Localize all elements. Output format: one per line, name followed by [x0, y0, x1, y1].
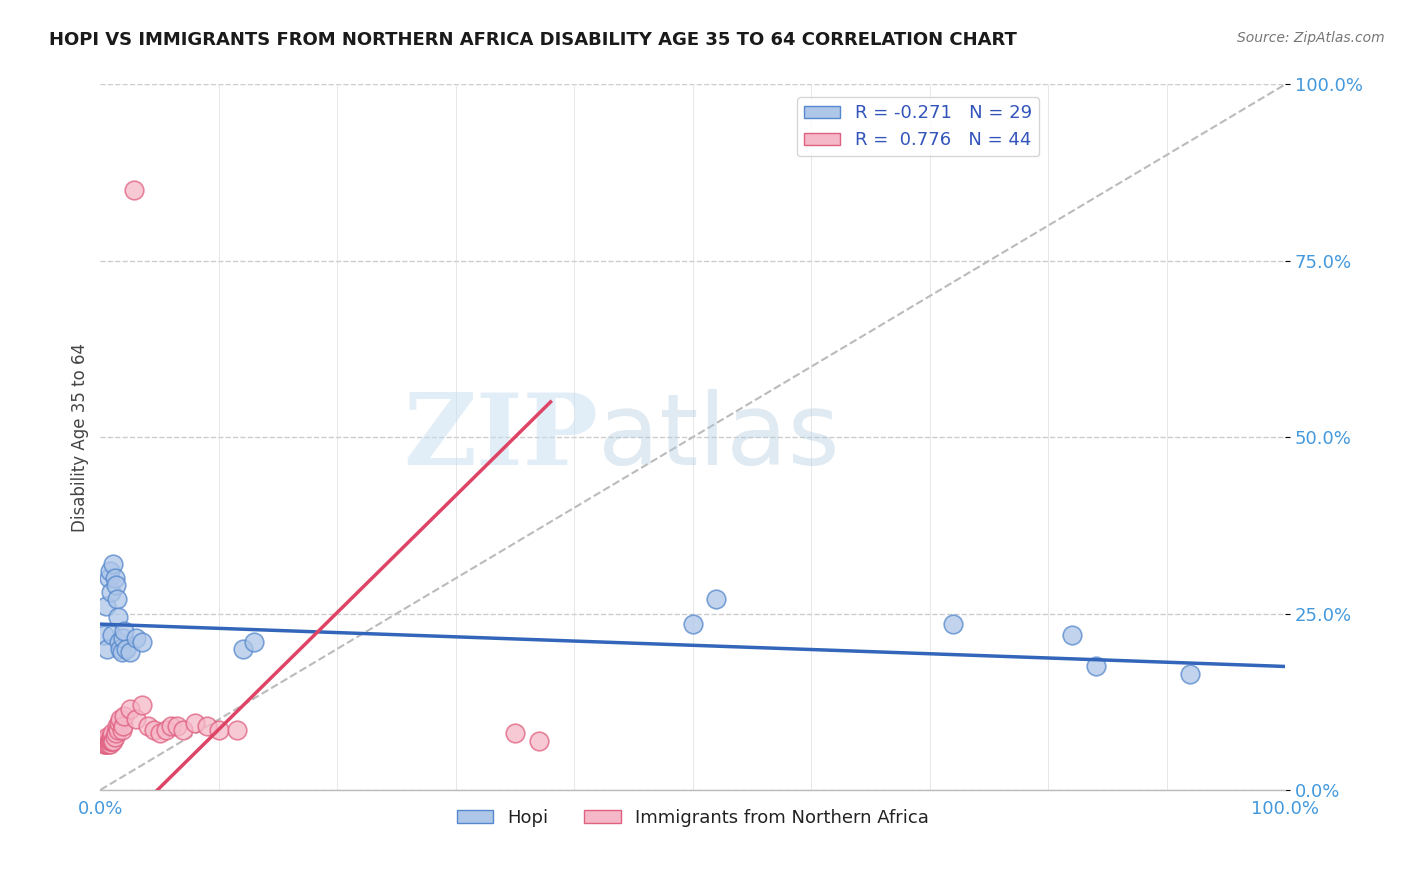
Point [195, 719, 218, 733]
Point [105, 719, 128, 733]
Point [100, 733, 122, 747]
Point [527, 733, 550, 747]
Point [103, 730, 125, 744]
Point [111, 719, 134, 733]
Point [97, 737, 120, 751]
Point [96, 599, 118, 614]
Point [160, 719, 183, 733]
Y-axis label: Disability Age 35 to 64: Disability Age 35 to 64 [72, 343, 89, 532]
Legend: Hopi, Immigrants from Northern Africa: Hopi, Immigrants from Northern Africa [450, 801, 936, 834]
Point [96, 737, 118, 751]
Point [172, 723, 194, 737]
Point [104, 726, 127, 740]
Point [93, 733, 115, 747]
Point [1180, 666, 1202, 681]
Point [107, 723, 129, 737]
Point [118, 702, 141, 716]
Point [98, 737, 121, 751]
Point [131, 698, 153, 713]
Point [225, 723, 247, 737]
Point [101, 733, 124, 747]
Point [112, 709, 135, 723]
Point [706, 592, 728, 607]
Point [108, 634, 131, 648]
Point [97, 571, 120, 585]
Point [942, 617, 965, 632]
Point [94, 733, 117, 747]
Point [503, 726, 526, 740]
Point [1084, 659, 1107, 673]
Point [100, 730, 122, 744]
Point [103, 733, 125, 747]
Point [101, 726, 124, 740]
Point [208, 723, 231, 737]
Point [96, 737, 118, 751]
Point [96, 641, 118, 656]
Point [125, 632, 148, 646]
Point [110, 641, 132, 656]
Point [112, 624, 135, 639]
Point [105, 592, 128, 607]
Point [97, 733, 120, 747]
Point [149, 726, 172, 740]
Point [94, 737, 117, 751]
Point [115, 641, 138, 656]
Text: atlas: atlas [598, 389, 839, 485]
Point [184, 715, 207, 730]
Point [118, 645, 141, 659]
Point [111, 645, 134, 659]
Point [131, 634, 153, 648]
Point [103, 557, 125, 571]
Point [93, 628, 115, 642]
Point [136, 719, 159, 733]
Point [110, 712, 132, 726]
Point [142, 723, 165, 737]
Text: Source: ZipAtlas.com: Source: ZipAtlas.com [1237, 31, 1385, 45]
Point [111, 723, 134, 737]
Point [96, 730, 118, 744]
Point [231, 641, 253, 656]
Point [98, 733, 121, 747]
Point [104, 578, 127, 592]
Text: HOPI VS IMMIGRANTS FROM NORTHERN AFRICA DISABILITY AGE 35 TO 64 CORRELATION CHAR: HOPI VS IMMIGRANTS FROM NORTHERN AFRICA … [49, 31, 1017, 49]
Point [111, 632, 134, 646]
Point [125, 712, 148, 726]
Point [108, 715, 131, 730]
Point [91, 733, 114, 747]
Point [1060, 628, 1083, 642]
Point [166, 719, 188, 733]
Point [93, 737, 115, 751]
Point [96, 733, 118, 747]
Point [107, 610, 129, 624]
Text: ZIP: ZIP [404, 389, 598, 485]
Point [243, 634, 266, 648]
Point [682, 617, 704, 632]
Point [101, 628, 124, 642]
Point [103, 571, 125, 585]
Point [98, 564, 121, 578]
Point [100, 585, 122, 599]
Point [155, 723, 177, 737]
Point [122, 183, 145, 197]
